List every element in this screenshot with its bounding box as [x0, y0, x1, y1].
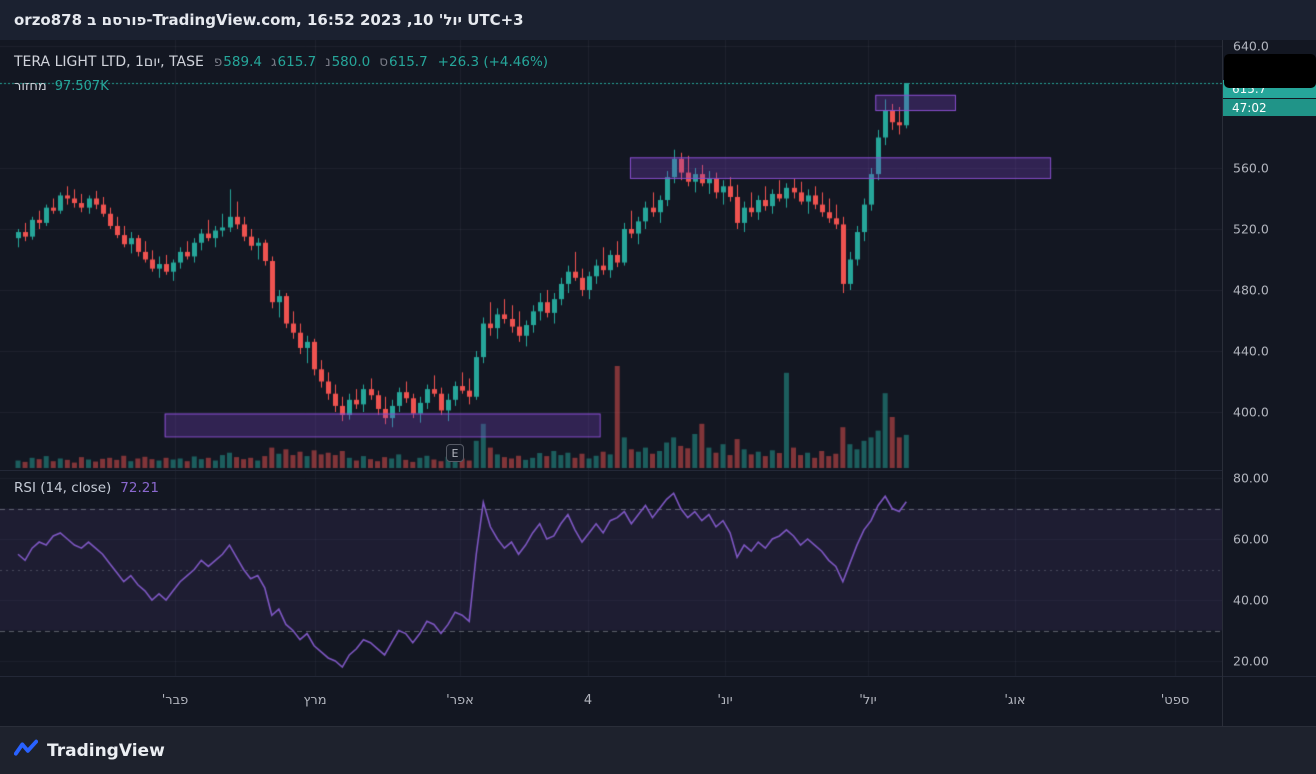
header-bar: orzo878 פורסם ב-TradingView.com, 16:52 י…: [0, 0, 1316, 40]
ohlc-item: פ 589.4: [214, 54, 262, 70]
time-axis-label: יונ': [717, 693, 733, 708]
volume-label: מחזור: [14, 79, 47, 94]
price-axis-label: 560.0: [1233, 160, 1269, 176]
ohlc-value: 615.7: [277, 54, 317, 70]
time-axis-label: אוג': [1004, 693, 1026, 708]
ohlc-value: 589.4: [223, 54, 262, 70]
rsi-axis-label: 80.00: [1233, 470, 1269, 486]
time-axis-label: פבר': [161, 693, 189, 708]
ohlc-label: ג: [270, 54, 277, 70]
pane-separator[interactable]: [0, 470, 1222, 471]
redacted-overlay: [1224, 54, 1316, 88]
ohlc-item: ס 615.7: [379, 54, 427, 70]
footer-bar: TradingView: [0, 726, 1316, 774]
earnings-marker[interactable]: E: [446, 444, 464, 462]
price-pane-canvas[interactable]: [0, 40, 1222, 470]
ohlc-value: 615.7: [389, 54, 428, 70]
ohlc-values: פ 589.4 ג 615.7 נ 580.0 ס 615.7: [214, 54, 428, 70]
price-axis-label: 400.0: [1233, 404, 1269, 420]
time-axis-label: ספט': [1160, 693, 1190, 708]
tradingview-logo-icon[interactable]: [13, 737, 39, 765]
price-axis-label: 440.0: [1233, 343, 1269, 359]
ohlc-label: נ: [325, 54, 331, 70]
time-axis-separator: [0, 676, 1316, 677]
rsi-axis-label: 60.00: [1233, 531, 1269, 547]
time-axis-label: יול': [859, 693, 877, 708]
volume-value: 97.507K: [54, 79, 109, 94]
ohlc-label: פ: [213, 54, 223, 70]
rsi-pane-canvas[interactable]: [0, 470, 1222, 676]
volume-legend-row: מחזור 97.507K: [14, 79, 548, 94]
rsi-axis-label: 20.00: [1233, 653, 1269, 669]
price-axis[interactable]: 640.0 560.0 520.0 480.0 440.0 400.0 80.00 60.00…: [1222, 38, 1316, 726]
chart-region: TERA LIGHT LTD, יום1, TASE פ 589.4 ג 615.7 נ…: [0, 38, 1316, 726]
symbol-legend-row: TERA LIGHT LTD, יום1, TASE פ 589.4 ג 615.7 נ…: [14, 54, 548, 70]
symbol-title[interactable]: TERA LIGHT LTD, יום1, TASE: [14, 54, 204, 70]
rsi-title: RSI (14, close): [14, 480, 112, 496]
price-change: +26.3 (+4.46%): [437, 54, 549, 70]
ohlc-item: ג 615.7: [271, 54, 316, 70]
price-axis-label: 520.0: [1233, 221, 1269, 237]
time-axis-label: 4: [583, 693, 593, 708]
symbol-legend[interactable]: TERA LIGHT LTD, יום1, TASE פ 589.4 ג 615.7 נ…: [14, 54, 548, 94]
price-axis-label: 480.0: [1233, 282, 1269, 298]
ohlc-item: נ 580.0: [325, 54, 370, 70]
ohlc-label: ס: [379, 54, 389, 70]
rsi-axis-label: 40.00: [1233, 592, 1269, 608]
bar-countdown-badge: 47:02: [1223, 99, 1316, 116]
time-axis-label: אפר': [446, 693, 474, 708]
rsi-legend[interactable]: RSI (14, close) 72.21: [14, 480, 159, 496]
time-axis-label: מרץ: [303, 693, 327, 708]
price-axis-label: 640.0: [1233, 38, 1269, 54]
time-axis[interactable]: פבר' מרץ אפר' 4 יונ' יול' אוג' ספט': [0, 676, 1222, 726]
publish-caption: orzo878 פורסם ב-TradingView.com, 16:52 י…: [14, 11, 524, 29]
tradingview-brand[interactable]: TradingView: [47, 740, 165, 761]
ohlc-value: 580.0: [331, 54, 371, 70]
rsi-value: 72.21: [120, 480, 159, 496]
